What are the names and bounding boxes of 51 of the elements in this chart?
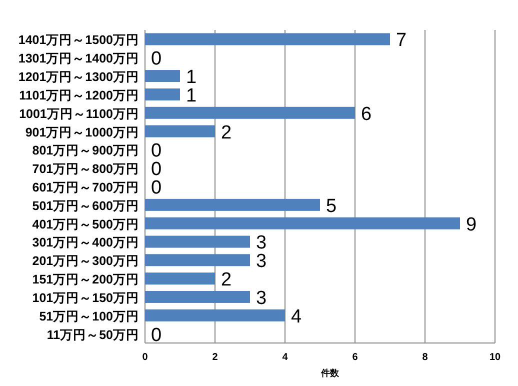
- data-label: 2: [221, 270, 232, 291]
- data-label: 0: [151, 140, 162, 162]
- bar: [145, 236, 250, 248]
- bar: [145, 88, 180, 100]
- bar: [145, 309, 285, 322]
- x-tick-label: 4: [282, 352, 288, 363]
- data-label: 0: [151, 159, 162, 180]
- y-tick-label: 401万円～500万円: [32, 217, 139, 232]
- data-label: 2: [221, 122, 232, 144]
- x-tick-label: 2: [212, 352, 218, 363]
- x-axis-title: 件数: [320, 368, 340, 378]
- data-label: 4: [291, 306, 302, 328]
- y-tick-label: 701万円～800万円: [32, 162, 139, 176]
- y-tick-label: 201万円～300万円: [32, 254, 139, 268]
- data-label: 9: [466, 214, 477, 236]
- bar: [145, 198, 320, 211]
- x-tick-label: 8: [422, 352, 428, 363]
- data-label: 0: [151, 48, 162, 70]
- y-tick-label: 101万円～150万円: [32, 290, 139, 305]
- x-tick-label: 6: [352, 352, 358, 363]
- bar: [145, 254, 250, 266]
- y-tick-label: 1301万円～1400万円: [18, 52, 139, 66]
- bar: [145, 125, 215, 138]
- y-tick-label: 1001万円～1100万円: [19, 106, 139, 121]
- y-tick-label: 501万円～600万円: [32, 198, 139, 213]
- y-tick-label: 1101万円～1200万円: [19, 88, 139, 102]
- y-tick-label: 51万円～100万円: [39, 309, 139, 324]
- data-label: 7: [396, 30, 407, 52]
- bar: [145, 290, 250, 303]
- y-tick-label: 151万円～200万円: [32, 272, 139, 287]
- x-tick-label: 10: [489, 352, 501, 363]
- bar: [145, 217, 460, 230]
- bar: [145, 70, 180, 82]
- data-label: 0: [151, 178, 162, 198]
- data-label: 5: [326, 196, 337, 217]
- data-label: 6: [361, 104, 372, 125]
- data-label: 3: [256, 288, 267, 309]
- y-tick-label: 1401万円～1500万円: [18, 33, 139, 48]
- x-tick-label: 0: [142, 352, 148, 363]
- bar: [145, 272, 215, 285]
- y-tick-label: 601万円～700万円: [32, 180, 139, 194]
- y-tick-label: 11万円～50万円: [46, 328, 139, 342]
- data-label: 3: [256, 232, 267, 254]
- y-tick-label: 301万円～400万円: [32, 236, 139, 250]
- bar: [145, 106, 355, 119]
- data-label: 0: [151, 324, 162, 346]
- y-tick-label: 901万円～1000万円: [25, 125, 139, 140]
- bar: [145, 33, 390, 46]
- y-tick-label: 1201万円～1300万円: [18, 70, 139, 84]
- y-tick-label: 801万円～900万円: [32, 144, 139, 158]
- data-label: 3: [256, 251, 267, 272]
